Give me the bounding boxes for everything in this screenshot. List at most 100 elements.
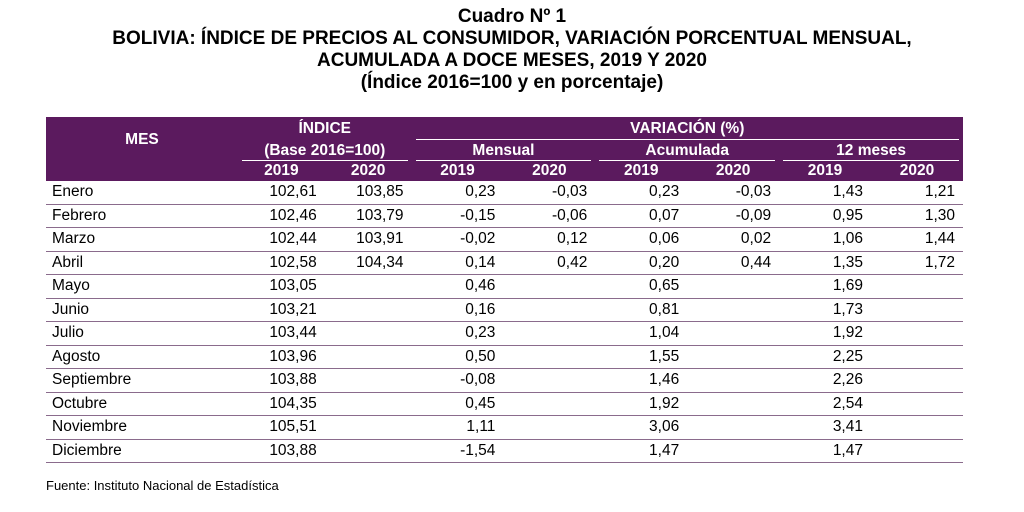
table-cell: 2,54 [779,392,871,416]
table-cell: 102,58 [237,251,325,275]
table-cell: 0,95 [779,204,871,228]
row-month: Octubre [46,392,238,416]
table-cell: 0,23 [411,321,504,346]
table-cell [503,368,596,393]
table-cell: -0,03 [503,181,596,205]
table-cell [870,345,963,369]
table-cell: 0,42 [503,251,596,275]
table-cell: 1,47 [595,439,688,463]
table-cell [870,415,963,440]
table-cell [324,368,412,393]
table-cell: 1,47 [779,439,871,463]
row-month: Agosto [46,345,238,369]
header-year: 2020 [687,161,780,181]
table-cell [870,368,963,393]
table-cell [324,345,412,369]
table-cell [503,274,596,299]
table-cell [687,415,780,440]
table-cell: 1,44 [870,227,963,252]
table-body: Enero 102,61 103,85 0,23 -0,03 0,23 -0,03 1,43 1… [46,181,963,463]
table-cell: -0,02 [411,227,504,252]
table-cell: 0,44 [687,251,780,275]
header-mensual: Mensual [411,140,596,161]
header-mes: MES [46,117,238,161]
table-cell: 105,51 [237,415,325,440]
table-cell [687,392,780,416]
table-cell: 0,65 [595,274,688,299]
table-cell: 1,43 [779,181,871,205]
header-base: (Base 2016=100) [237,140,412,161]
table-cell [687,439,780,463]
table-cell: 103,85 [324,181,412,205]
table-cell: 103,88 [237,439,325,463]
table-row: Agosto 103,96 0,50 1,55 2,25 [46,345,963,369]
table-cell [687,321,780,346]
table-cell: 102,44 [237,227,325,252]
table-cell [324,415,412,440]
header-variacion: VARIACIÓN (%) [411,117,963,140]
table-cell: 1,04 [595,321,688,346]
table-cell [324,298,412,322]
table-cell: 103,21 [237,298,325,322]
table-cell: 0,16 [411,298,504,322]
table-cell: 0,14 [411,251,504,275]
table-cell: 1,21 [870,181,963,205]
header-doce-meses: 12 meses [779,140,963,161]
table-cell [503,415,596,440]
table-cell: 1,92 [595,392,688,416]
row-month: Diciembre [46,439,238,463]
table-cell [324,439,412,463]
table-row: Octubre 104,35 0,45 1,92 2,54 [46,392,963,416]
row-month: Septiembre [46,368,238,393]
header-year: 2020 [870,161,963,181]
table-cell: 0,50 [411,345,504,369]
table-cell: 102,61 [237,181,325,205]
table-cell: 1,73 [779,298,871,322]
source-note: Fuente: Instituto Nacional de Estadístic… [46,478,279,493]
header-year: 2019 [779,161,871,181]
header-year: 2019 [595,161,688,181]
table-row: Mayo 103,05 0,46 0,65 1,69 [46,274,963,299]
table-cell: -0,03 [687,181,780,205]
table-cell: 104,35 [237,392,325,416]
header-year: 2020 [503,161,596,181]
table-cell: 103,96 [237,345,325,369]
table-cell [503,345,596,369]
row-month: Mayo [46,274,238,299]
table-title: BOLIVIA: ÍNDICE DE PRECIOS AL CONSUMIDOR… [112,28,912,49]
table-cell: 104,34 [324,251,412,275]
table-row: Enero 102,61 103,85 0,23 -0,03 0,23 -0,03 1,43 1… [46,181,963,205]
table-row: Noviembre 105,51 1,11 3,06 3,41 [46,415,963,440]
row-month: Febrero [46,204,238,228]
table-cell: -0,06 [503,204,596,228]
table-row: Junio 103,21 0,16 0,81 1,73 [46,298,963,322]
table-subtitle: (Índice 2016=100 y en porcentaje) [360,72,664,93]
cpi-table: MES ÍNDICE VARIACIÓN (%) (Base 2016=100)… [46,117,963,463]
table-cell [324,274,412,299]
table-cell: 0,06 [595,227,688,252]
table-cell: 103,88 [237,368,325,393]
table-cell: 2,26 [779,368,871,393]
table-cell [503,392,596,416]
table-cell: 1,72 [870,251,963,275]
table-title-continued: ACUMULADA A DOCE MESES, 2019 Y 2020 [317,50,707,71]
table-cell [870,321,963,346]
table-cell: 1,55 [595,345,688,369]
table-cell [324,392,412,416]
table-cell: 1,92 [779,321,871,346]
table-cell: 1,11 [411,415,504,440]
table-cell: 0,45 [411,392,504,416]
table-cell [503,321,596,346]
table-cell: 0,46 [411,274,504,299]
table-cell: 0,81 [595,298,688,322]
table-row: Abril 102,58 104,34 0,14 0,42 0,20 0,44 1,35 1,7… [46,251,963,275]
table-row: Julio 103,44 0,23 1,04 1,92 [46,321,963,346]
table-row: Diciembre 103,88 -1,54 1,47 1,47 [46,439,963,463]
row-month: Enero [46,181,238,205]
table-cell: 1,69 [779,274,871,299]
table-cell: -0,08 [411,368,504,393]
table-cell: -0,09 [687,204,780,228]
table-cell: 0,20 [595,251,688,275]
table-cell: -1,54 [411,439,504,463]
table-cell: 3,41 [779,415,871,440]
